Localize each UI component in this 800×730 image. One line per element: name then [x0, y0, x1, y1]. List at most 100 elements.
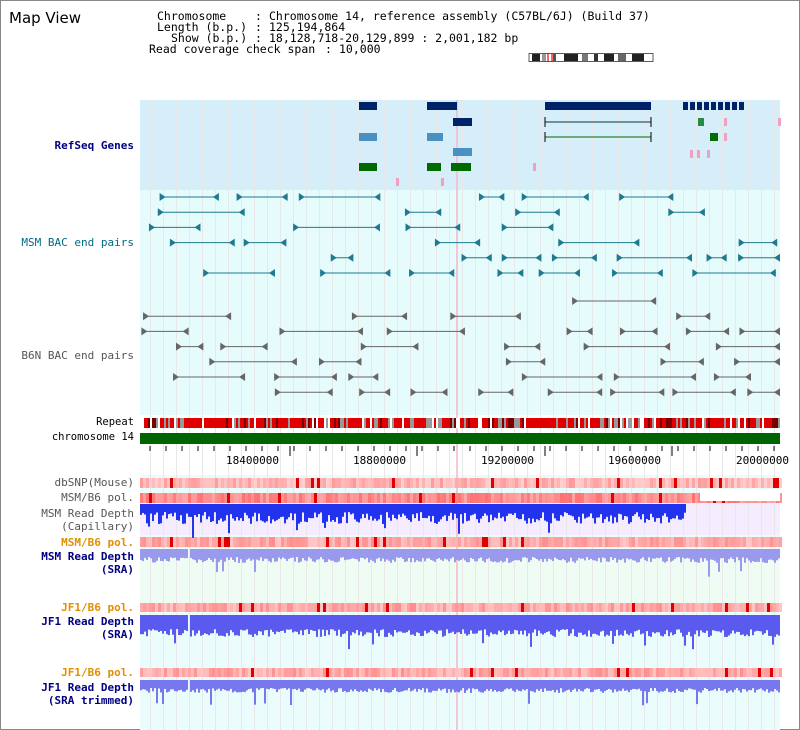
- msm-bac-label[interactable]: MSM BAC end pairs: [21, 236, 134, 249]
- gene-block: [725, 102, 730, 110]
- msm-b6-pol-label[interactable]: MSM/B6 pol.: [61, 491, 134, 504]
- heat-cell: [716, 603, 719, 612]
- heat-cell: [467, 603, 470, 612]
- msm-sra-depth-bar: [268, 549, 270, 562]
- heat-cell: [446, 478, 449, 488]
- jf1-b6-pol-label[interactable]: JF1/B6 pol.: [61, 601, 134, 614]
- jf1-trimmed-depth-bar: [714, 680, 716, 689]
- msm-capillary-depth-bar: [394, 504, 396, 519]
- jf1-sra-depth-bar: [714, 615, 716, 631]
- refseq-genes-label[interactable]: RefSeq Genes: [54, 139, 134, 152]
- jf1-trimmed-depth-bar: [468, 680, 470, 689]
- msm-sra-depth-bar: [446, 549, 448, 560]
- repeat-element: [502, 418, 504, 428]
- b6n-bac-label[interactable]: B6N BAC end pairs: [21, 349, 134, 362]
- chromosome-ideogram-icon[interactable]: [528, 53, 654, 62]
- heat-cell: [305, 668, 308, 677]
- jf1-sra-depth-bar: [600, 615, 602, 632]
- grid-line: [267, 100, 268, 730]
- jf1-sra-depth-bar: [518, 615, 520, 635]
- msm-capillary-depth-bar: [390, 504, 392, 521]
- jf1-sra-depth-bar: [444, 615, 446, 636]
- b6n-bac-pair-end: [774, 388, 780, 397]
- jf1-sra-depth-bar: [672, 615, 674, 636]
- jf1-read-depth-sra-label[interactable]: JF1 Read Depth (SRA): [41, 615, 134, 641]
- repeat-element: [528, 418, 530, 428]
- b6n-bac-pair-end: [734, 357, 741, 366]
- jf1-sra-depth-bar: [350, 615, 352, 636]
- msm-capillary-depth-bar: [228, 504, 230, 534]
- msm-capillary-depth-bar: [358, 504, 360, 523]
- heat-cell: [671, 603, 674, 612]
- msm-capillary-depth-bar: [208, 504, 210, 517]
- msm-capillary-depth-bar: [202, 504, 204, 516]
- msm-capillary-depth-bar: [522, 504, 524, 515]
- heat-cell: [476, 537, 479, 547]
- heat-cell: [776, 668, 779, 677]
- heat-cell: [623, 603, 626, 612]
- heat-cell: [212, 478, 215, 488]
- heat-cell: [527, 478, 530, 488]
- repeat-element: [322, 418, 324, 428]
- heat-cell: [443, 603, 446, 612]
- msm-sra-depth-bar: [524, 549, 526, 558]
- heat-cell: [182, 603, 185, 612]
- msm-bac-pair-end: [330, 253, 337, 262]
- heat-cell: [533, 668, 536, 677]
- jf1-sra-depth-bar: [422, 615, 424, 636]
- msm-capillary-depth-bar: [320, 504, 322, 513]
- heat-cell: [341, 668, 344, 677]
- heat-cell: [629, 668, 632, 677]
- jf1-trimmed-depth-bar: [590, 680, 592, 693]
- repeat-element: [302, 418, 304, 428]
- jf1-read-depth-trimmed-label[interactable]: JF1 Read Depth (SRA trimmed): [41, 681, 134, 707]
- b6n-bac-pair-end: [274, 373, 281, 381]
- heat-cell: [434, 478, 437, 488]
- b6n-bac-pair-end: [747, 388, 754, 397]
- dbsnp-label[interactable]: dbSNP(Mouse): [54, 476, 134, 489]
- repeat-element: [396, 418, 398, 428]
- jf1-sra-depth-bar: [368, 615, 370, 633]
- jf1-sra-depth-bar: [662, 615, 664, 637]
- repeat-label[interactable]: Repeat: [96, 416, 134, 428]
- heat-cell: [164, 603, 167, 612]
- repeat-element: [752, 418, 754, 428]
- heat-cell: [464, 478, 467, 488]
- heat-cell: [473, 603, 476, 612]
- heat-cell: [569, 478, 572, 488]
- heat-cell: [371, 537, 374, 547]
- msm-sra-depth-bar: [518, 549, 520, 561]
- msm-sra-depth-bar: [374, 549, 376, 563]
- msm-sra-depth-bar: [640, 549, 642, 559]
- heat-cell: [755, 603, 758, 612]
- heat-cell: [521, 668, 524, 677]
- heat-cell: [290, 668, 293, 677]
- heat-cell: [557, 603, 560, 612]
- heat-cell: [728, 603, 731, 612]
- heat-cell: [404, 603, 407, 612]
- heat-cell: [185, 478, 188, 488]
- msm-sra-depth-bar: [436, 549, 438, 560]
- jf1-trimmed-depth-bar: [488, 680, 490, 691]
- heat-cell: [197, 537, 200, 547]
- b6n-bac-pair-end: [239, 373, 246, 381]
- heat-cell: [506, 493, 509, 503]
- heat-cell: [587, 478, 590, 488]
- msm-read-depth-capillary-label[interactable]: MSM Read Depth (Capillary): [41, 507, 134, 533]
- jf1-trimmed-depth-bar: [550, 680, 552, 691]
- jf1-sra-depth-bar: [274, 615, 276, 635]
- msm-read-depth-sra-label[interactable]: MSM Read Depth (SRA): [41, 550, 134, 576]
- heat-cell: [497, 668, 500, 677]
- msm-sra-depth-bar: [248, 549, 250, 559]
- msm-b6-pol-2-label[interactable]: MSM/B6 pol.: [61, 536, 134, 549]
- msm-sra-depth-bar: [258, 549, 260, 561]
- heat-cell: [467, 478, 470, 488]
- chromosome-track-label[interactable]: chromosome 14: [51, 431, 134, 443]
- jf1-b6-pol-2-label[interactable]: JF1/B6 pol.: [61, 666, 134, 679]
- heat-cell: [770, 603, 773, 612]
- msm-capillary-depth-bar: [566, 504, 568, 514]
- jf1-trimmed-depth-bar: [766, 680, 768, 690]
- repeat-element: [620, 418, 622, 428]
- b6n-bac-pair-end: [326, 388, 333, 397]
